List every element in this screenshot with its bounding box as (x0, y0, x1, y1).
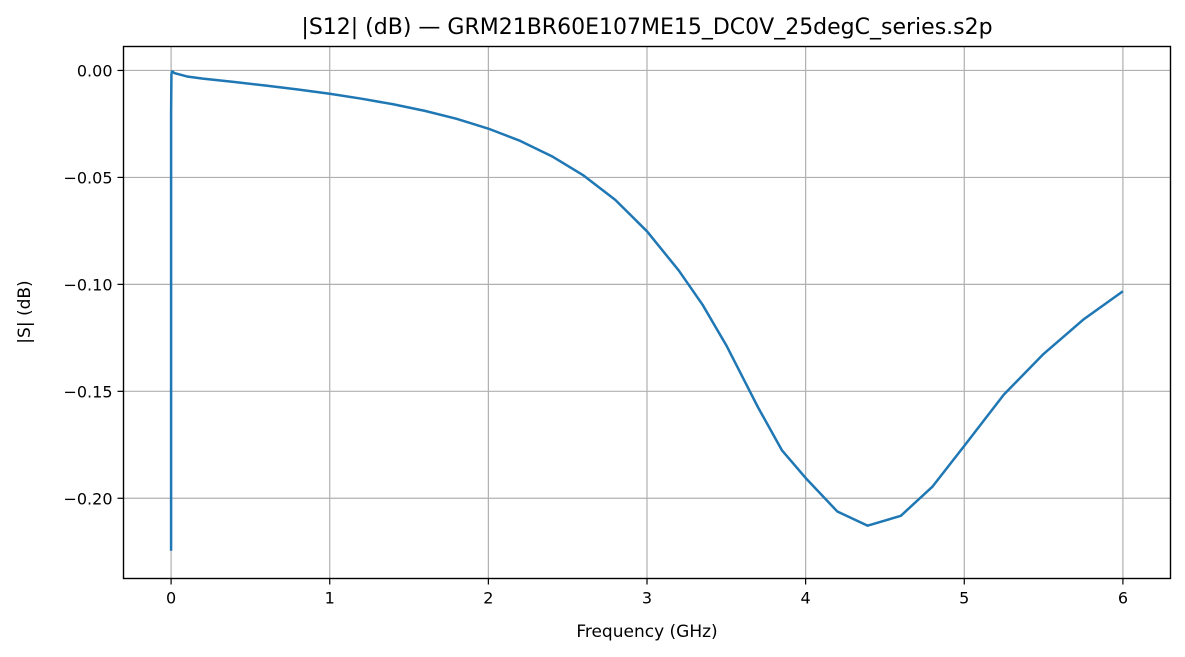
x-tick-label: 0 (166, 589, 176, 608)
y-tick-label: −0.15 (63, 382, 112, 401)
plot-frame (122, 45, 1172, 580)
y-axis-ticks: 0.00 −0.05 −0.10 −0.15 −0.20 (63, 61, 124, 508)
series-line (169, 70, 1124, 551)
chart-title: |S12| (dB) — GRM21BR60E107ME15_DC0V_25de… (301, 15, 992, 40)
x-axis-label: Frequency (GHz) (576, 622, 717, 642)
y-tick-label: −0.10 (63, 275, 112, 294)
gridlines (123, 46, 1171, 579)
y-tick-label: −0.20 (63, 489, 112, 508)
x-axis-ticks: 0 1 2 3 4 5 6 (166, 578, 1128, 608)
y-axis-label: |S| (dB) (15, 280, 35, 343)
x-tick-label: 1 (325, 589, 335, 608)
x-tick-label: 4 (801, 589, 811, 608)
x-tick-label: 6 (1118, 589, 1128, 608)
x-tick-label: 3 (642, 589, 652, 608)
y-tick-label: −0.05 (63, 168, 112, 187)
y-tick-label: 0.00 (77, 61, 113, 80)
x-tick-label: 2 (483, 589, 493, 608)
x-tick-label: 5 (959, 589, 969, 608)
